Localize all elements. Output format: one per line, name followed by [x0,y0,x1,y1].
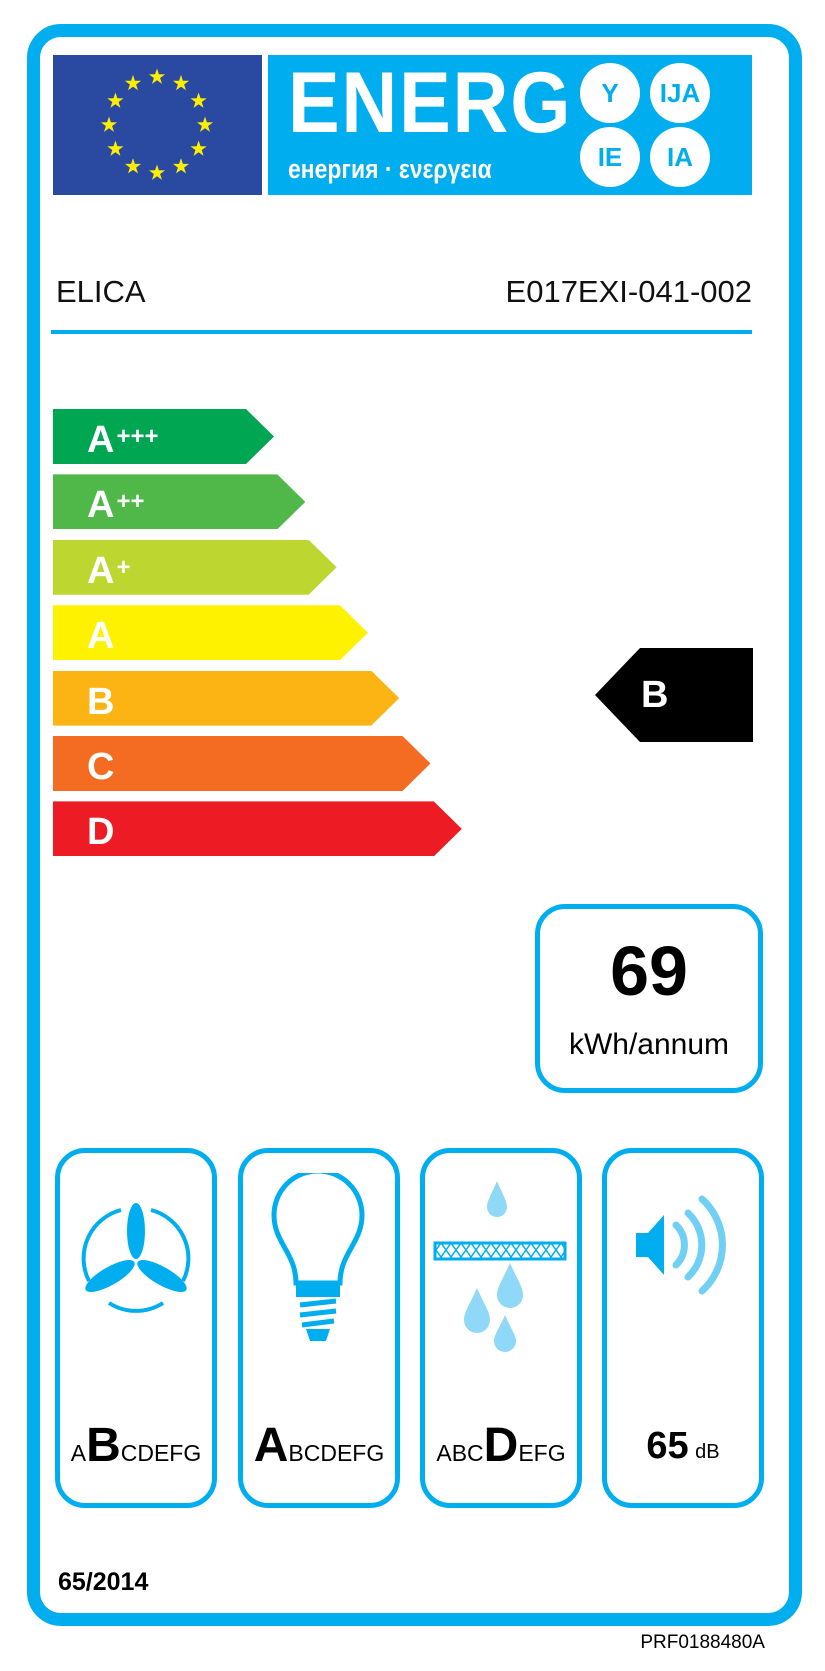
suffix-ie: IE [580,127,640,187]
energy-header: ENERG енергия · ενεργεια Y IJA IE IA [268,55,752,195]
grade-suffix: BCDEFG [288,1440,385,1466]
scale-bar-b: B [53,670,400,726]
star-icon [124,158,142,174]
divider [51,330,752,334]
grade-prefix: A [70,1440,87,1466]
fluid-dynamic-panel: ABCDEFG [55,1148,217,1508]
scale-plus: + [116,553,131,581]
grade-prefix: ABC [436,1440,484,1466]
scale-letter: A [87,419,115,461]
scale-bar-a: A [53,605,368,661]
star-icon [172,74,190,91]
lighting-panel: ABCDEFG [238,1148,400,1508]
grade-selected: B [86,1419,121,1472]
grade-selected: A [253,1419,289,1472]
noise-unit: dB [695,1441,720,1463]
consumption-value: 69 [610,932,688,1010]
scale-letter: A [87,549,115,592]
energ-title: ENERG [288,55,573,151]
scale-bar-d: D [53,801,462,857]
light-bulb-icon [271,1173,365,1341]
grease-filtering-panel: ABCDEFG [420,1148,582,1508]
energ-subtitle: енергия · ενεργεια [288,154,492,184]
scale-letter: C [87,746,115,788]
star-icon [107,140,124,156]
star-icon [100,116,118,132]
star-icon [148,68,166,84]
scale-plus: +++ [116,423,159,450]
scale-plus: ++ [116,488,145,516]
scale-letter: A [87,615,115,658]
scale-letter: B [87,680,115,723]
consumption-unit: kWh/annum [568,1028,730,1061]
label-code: PRF0188480A [640,1632,765,1653]
scale-bar-app: A++ [53,474,306,530]
scale-bar-ap: A+ [53,539,337,595]
star-icon [196,116,214,132]
scale-bar-appp: A+++ [53,409,274,464]
grade-selected: D [483,1419,519,1472]
eu-stars-icon [100,68,214,180]
noise-panel: 65 dB [602,1148,764,1508]
label-frame [27,24,802,1626]
grease-filter-icon [433,1181,567,1352]
star-icon [107,92,124,108]
scale-bar-c: C [53,736,431,791]
star-icon [190,92,207,108]
model-identifier: E017EXI-041-002 [505,274,752,309]
regulation-number: 65/2014 [58,1568,149,1596]
star-icon [124,74,142,91]
noise-value: 65 [646,1425,689,1467]
star-icon [148,164,166,180]
speaker-icon [636,1195,726,1295]
grade-suffix: CDEFG [120,1440,202,1466]
eu-flag [53,55,262,195]
suffix-ia: IA [650,127,710,187]
star-icon [190,140,207,156]
star-icon [172,158,190,174]
supplier-name: ELICA [56,274,146,309]
scale-letter: A [87,484,115,527]
scale-letter: D [87,811,115,854]
energy-consumption-box: 69 kWh/annum [535,904,763,1093]
suffix-y: Y [580,63,640,123]
suffix-ija: IJA [650,63,710,123]
rating-letter: B [641,674,669,716]
grade-suffix: EFG [518,1440,566,1466]
fan-icon [81,1203,191,1313]
